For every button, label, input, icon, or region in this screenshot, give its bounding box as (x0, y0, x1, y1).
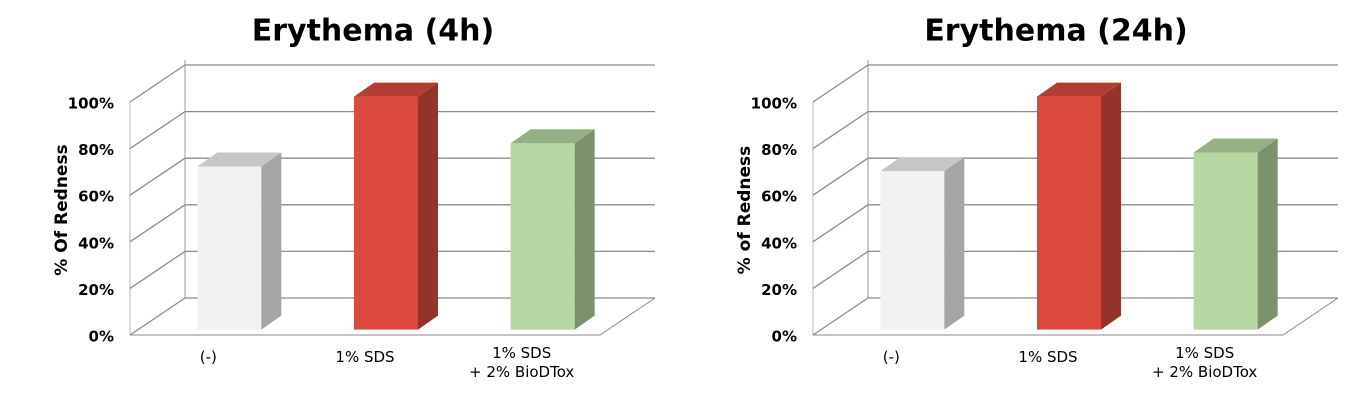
grid-line (812, 64, 1338, 103)
y-tick-label: 100% (68, 95, 114, 113)
grid-line (129, 157, 655, 196)
bar-top (197, 152, 282, 167)
bar-side (574, 129, 595, 330)
bar (197, 166, 262, 330)
bar-top (510, 129, 595, 144)
x-tick-label: 1% SDS + 2% BioDTox (469, 344, 574, 381)
y-tick-label: 60% (78, 188, 114, 206)
x-tick-label-line: 1% SDS (492, 344, 551, 362)
y-tick-label: 60% (761, 188, 797, 206)
bar-top (354, 82, 438, 97)
y-axis-label: % Of Redness (52, 144, 72, 275)
x-tick-label-line: + 2% BioDTox (469, 363, 574, 381)
y-tick-label: 40% (761, 234, 797, 252)
grid-line (812, 110, 1338, 150)
bar-side (418, 82, 438, 330)
floor-edge (813, 297, 1339, 336)
x-tick-label: 1% SDS + 2% BioDTox (1152, 344, 1257, 381)
grid-line (129, 250, 655, 289)
y-tick-label: 40% (78, 234, 114, 252)
bar-top (1193, 138, 1278, 153)
y-tick-label: 20% (78, 281, 114, 299)
y-tick-label: 100% (751, 95, 797, 113)
grid-line (812, 250, 1338, 289)
y-tick-label: 20% (761, 281, 797, 299)
x-tick-label-line: 1% SDS (1018, 348, 1077, 366)
chart-title: Erythema (4h) (252, 14, 495, 49)
y-tick-label: 0% (89, 328, 114, 346)
y-axis-label: % of Redness (735, 146, 755, 275)
x-tick-label-line: + 2% BioDTox (1152, 363, 1257, 381)
bar-top (880, 157, 965, 172)
floor-edge (130, 297, 656, 336)
x-tick-label-line: 1% SDS (335, 348, 394, 366)
grid-line (129, 64, 655, 103)
grid-line (129, 204, 655, 243)
grid-line (812, 297, 1338, 336)
y-tick-label: 80% (78, 141, 114, 159)
bar-side (944, 157, 965, 330)
x-tick-label: 1% SDS (1018, 348, 1077, 366)
bar-top (1037, 82, 1121, 97)
bar (510, 143, 575, 330)
grid-line (129, 297, 655, 336)
x-tick-label-line: 1% SDS (1175, 344, 1234, 362)
y-tick-label: 80% (761, 141, 797, 159)
bar (1193, 152, 1258, 330)
grid-line (812, 204, 1338, 243)
bar-side (1257, 138, 1278, 330)
bar-side (1101, 82, 1121, 330)
grid-line (129, 110, 655, 150)
bar-side (261, 152, 282, 330)
x-tick-label-line: (-) (883, 348, 900, 366)
bar (1037, 96, 1101, 330)
x-tick-label: (-) (883, 348, 900, 366)
x-tick-label-line: (-) (200, 348, 217, 366)
bar (354, 96, 418, 330)
grid-line (812, 157, 1338, 196)
bar (880, 171, 945, 330)
chart-title: Erythema (24h) (924, 14, 1187, 49)
x-tick-label: 1% SDS (335, 348, 394, 366)
x-tick-label: (-) (200, 348, 217, 366)
y-tick-label: 0% (772, 328, 797, 346)
